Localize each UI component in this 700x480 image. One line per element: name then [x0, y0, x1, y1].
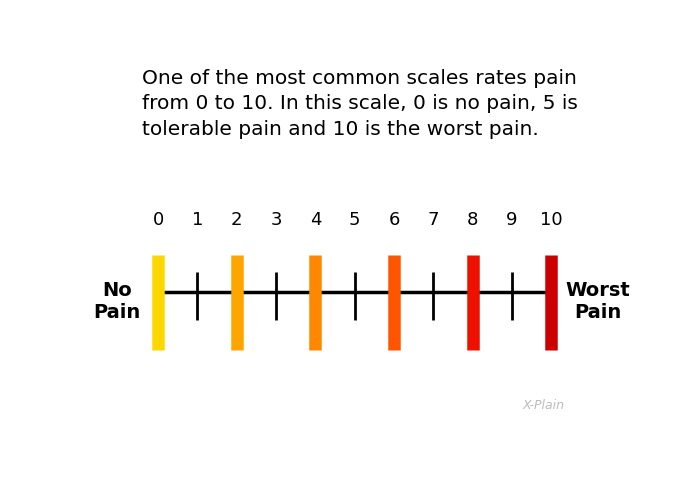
Text: 6: 6	[389, 211, 400, 229]
Text: 1: 1	[192, 211, 203, 229]
Text: Worst
Pain: Worst Pain	[565, 281, 630, 322]
Text: No
Pain: No Pain	[94, 281, 141, 322]
Text: 7: 7	[428, 211, 439, 229]
Text: 0: 0	[153, 211, 164, 229]
Text: X-Plain: X-Plain	[523, 399, 565, 412]
Text: One of the most common scales rates pain
from 0 to 10. In this scale, 0 is no pa: One of the most common scales rates pain…	[141, 69, 578, 139]
Text: 4: 4	[309, 211, 321, 229]
Text: 2: 2	[231, 211, 242, 229]
Text: 3: 3	[270, 211, 282, 229]
Text: 8: 8	[467, 211, 478, 229]
Text: 5: 5	[349, 211, 361, 229]
Text: 9: 9	[506, 211, 518, 229]
Text: 10: 10	[540, 211, 563, 229]
